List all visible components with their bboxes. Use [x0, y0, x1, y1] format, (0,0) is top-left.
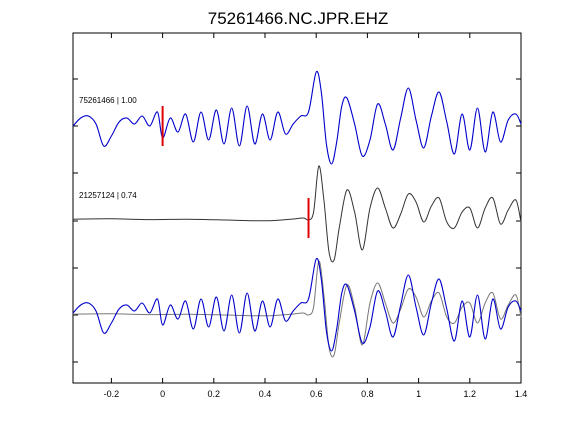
x-tick-label: 0.6 [310, 389, 323, 399]
x-tick-label: -0.2 [104, 389, 120, 399]
trace-target [72, 70, 522, 165]
trace-overlay-target [72, 257, 522, 352]
x-tick-label: 1.4 [515, 389, 528, 399]
x-tick-label: 1 [416, 389, 421, 399]
trace-layer [72, 70, 522, 358]
plot-frame [72, 32, 522, 384]
chart-title: 75261466.NC.JPR.EHZ [208, 9, 388, 28]
x-tick-label: 1.2 [464, 389, 477, 399]
x-tick-label: 0.8 [361, 389, 374, 399]
trace-overlay-template [72, 260, 522, 358]
x-tick-label: 0.4 [259, 389, 272, 399]
trace-label-layer: 75261466 | 1.00 21257124 | 0.74 [79, 96, 137, 200]
plot-axes: -0.2 0 0.2 0.4 0.6 0.8 1 1.2 1.4 [72, 32, 528, 399]
trace-label-target: 75261466 | 1.00 [79, 96, 137, 105]
x-tick-label: 0 [160, 389, 165, 399]
trace-label-template: 21257124 | 0.74 [79, 191, 137, 200]
trace-template [72, 165, 522, 263]
x-tick-label: 0.2 [208, 389, 221, 399]
